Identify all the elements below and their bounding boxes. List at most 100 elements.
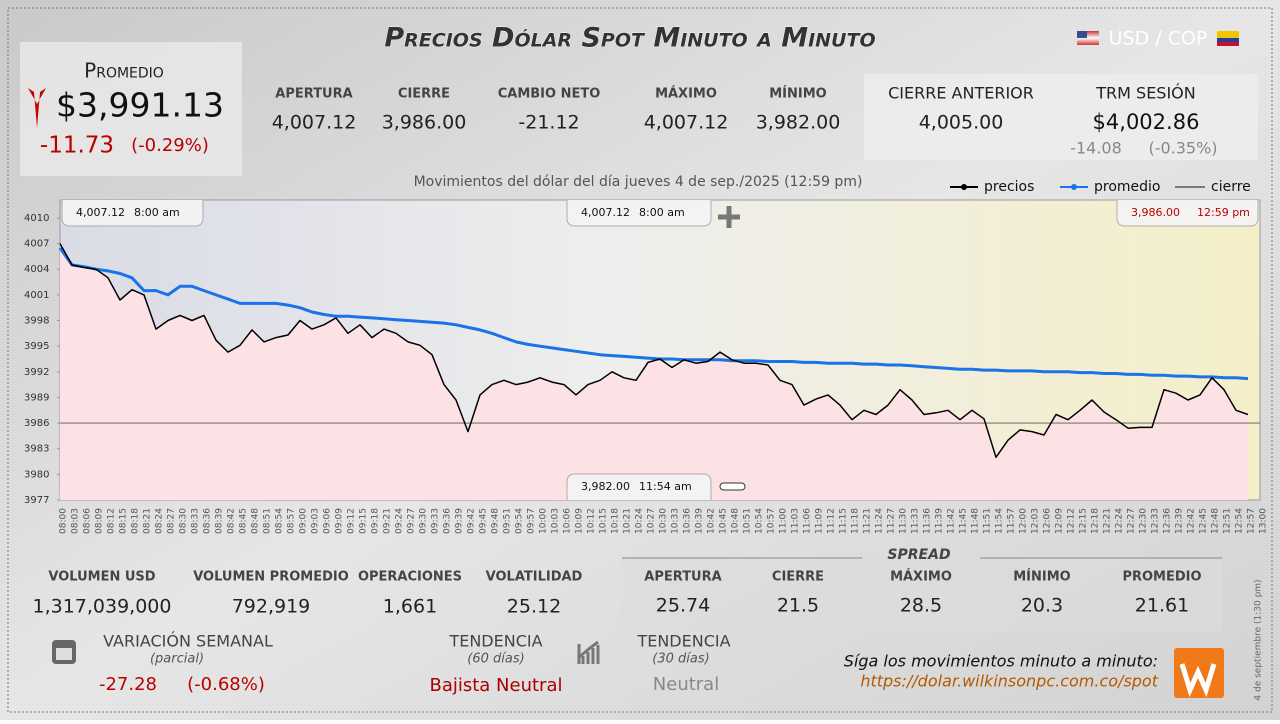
prev-close-value: 4,005.00	[919, 112, 1004, 134]
x-tick-label: 10:30	[659, 508, 669, 534]
x-tick-label: 08:00	[59, 508, 69, 534]
annotation-box	[61, 200, 204, 227]
x-tick-label: 12:36	[1163, 508, 1173, 534]
x-tick-label: 11:24	[875, 508, 885, 534]
x-tick-label: 12:00	[1019, 508, 1029, 534]
volume-value: 1,317,039,000	[32, 596, 171, 618]
annotation-time: 11:54 am	[639, 480, 692, 493]
x-tick-label: 08:42	[227, 508, 237, 534]
weekly-change: -27.28	[99, 674, 157, 695]
x-tick-label: 08:18	[131, 508, 141, 534]
x-tick-label: 08:36	[203, 508, 213, 534]
annotation-box	[1116, 200, 1259, 227]
x-tick-label: 10:51	[743, 508, 753, 534]
footer-url[interactable]: https://dolar.wilkinsonpc.com.co/spot	[860, 672, 1158, 691]
trend30-label: TENDENCIA	[636, 632, 730, 651]
x-tick-label: 09:12	[347, 508, 357, 534]
x-tick-label: 10:57	[767, 508, 777, 534]
frame	[7, 7, 1273, 713]
spread-label: MÍNIMO	[1013, 569, 1070, 585]
prev-close-label: CIERRE ANTERIOR	[888, 84, 1034, 103]
volume-label: OPERACIONES	[358, 570, 462, 585]
annotation-value: 3,986.00	[1131, 206, 1180, 219]
crosshair-icon	[718, 206, 740, 228]
annotation-box	[566, 200, 712, 227]
x-tick-label: 10:12	[587, 508, 597, 534]
series-line	[59, 243, 1249, 459]
us-flag-canton	[1077, 31, 1087, 38]
promedio-change: -11.73	[40, 133, 114, 159]
x-tick-label: 10:54	[755, 508, 765, 534]
x-tick-label: 11:42	[947, 508, 957, 534]
x-tick-label: 12:45	[1199, 508, 1209, 534]
annotation-value: 3,982.00	[581, 480, 630, 493]
volume-label: VOLUMEN PROMEDIO	[193, 570, 349, 585]
x-tick-label: 09:15	[359, 508, 369, 534]
x-tick-label: 10:36	[683, 508, 693, 534]
x-tick-label: 11:33	[911, 508, 921, 534]
spread-label: PROMEDIO	[1122, 570, 1201, 585]
spread-title: SPREAD	[887, 547, 950, 563]
volume-value: 1,661	[383, 596, 437, 618]
volume-label: VOLATILIDAD	[486, 570, 583, 585]
promedio-pct: (-0.29%)	[131, 135, 209, 156]
x-tick-label: 08:06	[83, 508, 93, 534]
weekly-label: VARIACIÓN SEMANAL	[103, 632, 273, 651]
x-tick-label: 09:54	[515, 508, 525, 534]
spread-value: 21.61	[1135, 595, 1189, 617]
x-tick-label: 09:06	[323, 508, 333, 534]
x-tick-label: 11:45	[959, 508, 969, 534]
x-tick-label: 08:15	[119, 508, 129, 534]
previous-box	[864, 74, 1258, 160]
stat-label: MÁXIMO	[655, 86, 717, 102]
promedio-label: Promedio	[84, 59, 164, 83]
x-tick-label: 08:54	[275, 508, 285, 534]
x-tick-label: 11:51	[983, 508, 993, 534]
x-tick-label: 12:30	[1139, 508, 1149, 534]
x-tick-label: 10:15	[599, 508, 609, 534]
x-tick-label: 09:18	[371, 508, 381, 534]
x-tick-label: 10:21	[623, 508, 633, 534]
x-tick-label: 09:45	[479, 508, 489, 534]
currency-pair: USD / COP	[1109, 28, 1208, 50]
weekly-note: (parcial)	[150, 652, 204, 667]
y-tick-label: 3989	[24, 392, 49, 403]
down-arrow	[28, 88, 46, 128]
x-tick-label: 11:39	[935, 508, 945, 534]
x-tick-label: 12:24	[1115, 508, 1125, 534]
legend-label: promedio	[1094, 179, 1161, 195]
footer-text: Síga los movimientos minuto a minuto:	[844, 652, 1158, 671]
x-tick-label: 09:09	[335, 508, 345, 534]
volume-label: VOLUMEN USD	[48, 570, 155, 585]
trend-icon	[577, 640, 600, 664]
x-tick-label: 10:39	[695, 508, 705, 534]
annotation-value: 4,007.12	[581, 206, 630, 219]
x-tick-label: 09:48	[491, 508, 501, 534]
x-tick-label: 11:00	[779, 508, 789, 534]
spread-value: 28.5	[900, 595, 942, 617]
x-tick-label: 10:45	[719, 508, 729, 534]
stat-value: -21.12	[518, 112, 579, 134]
x-tick-label: 12:18	[1091, 508, 1101, 534]
x-tick-label: 12:51	[1223, 508, 1233, 534]
promedio-box	[20, 42, 242, 176]
x-tick-label: 08:45	[239, 508, 249, 534]
weekly-pct: (-0.68%)	[187, 674, 265, 695]
x-tick-label: 08:21	[143, 508, 153, 534]
x-tick-label: 10:24	[635, 508, 645, 534]
stat-value: 3,982.00	[756, 112, 841, 134]
x-tick-label: 10:00	[539, 508, 549, 534]
x-tick-label: 08:57	[287, 508, 297, 534]
stat-label: APERTURA	[275, 87, 352, 102]
x-tick-label: 10:27	[647, 508, 657, 534]
x-tick-label: 09:03	[311, 508, 321, 534]
spread-label: MÁXIMO	[890, 569, 952, 585]
x-tick-label: 12:06	[1043, 508, 1053, 534]
y-tick-label: 3995	[24, 341, 49, 352]
y-tick-label: 4001	[24, 290, 49, 301]
annotation-time: 12:59 pm	[1197, 206, 1250, 219]
spread-label: APERTURA	[644, 570, 721, 585]
stat-label: MÍNIMO	[769, 86, 826, 102]
x-tick-label: 11:57	[1007, 508, 1017, 534]
stat-label: CAMBIO NETO	[498, 87, 601, 102]
